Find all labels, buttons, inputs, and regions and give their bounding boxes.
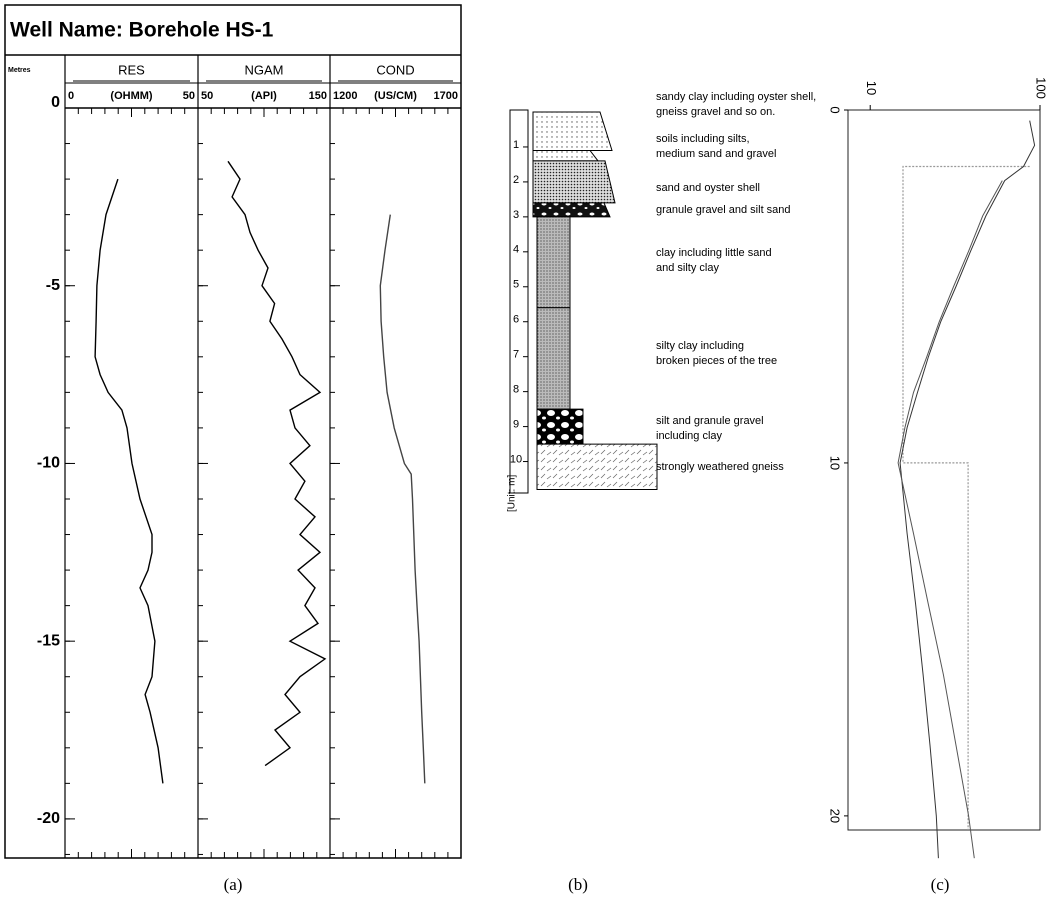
lithology-layer: [537, 409, 583, 444]
track-unit: (US/CM): [374, 90, 417, 102]
log-title: Well Name: Borehole HS-1: [10, 19, 274, 42]
layer-label: strongly weathered gneiss: [656, 461, 784, 473]
depth-tick-label: 9: [513, 418, 519, 430]
layer-label: silt and granule gravel: [656, 415, 764, 427]
depth-tick-label: 2: [513, 174, 519, 186]
layer-label: gneiss gravel and so on.: [656, 106, 775, 118]
track-scale-label: 150: [309, 90, 327, 102]
depth-tick-label: 4: [513, 244, 519, 256]
depth-tick-label: 8: [513, 384, 519, 396]
track-unit: (OHMM): [110, 90, 152, 102]
layer-label: medium sand and gravel: [656, 148, 776, 160]
lithology-layer: [533, 150, 598, 160]
y-tick-label: 20: [828, 809, 843, 823]
lithology-layer: [537, 308, 570, 409]
log-curve: [228, 161, 325, 765]
depth-column: [510, 110, 528, 493]
layer-label: soils including silts,: [656, 133, 750, 145]
track-scale-label: 1700: [434, 90, 458, 102]
log-curve: [380, 215, 425, 784]
depth-tick-label: 0: [51, 94, 60, 111]
track-scale-label: 1200: [333, 90, 357, 102]
profile-line: [898, 181, 1002, 859]
log-curve: [95, 179, 163, 783]
log-frame: [5, 5, 461, 858]
lithology-layer: [533, 203, 610, 217]
track-scale-label: 50: [183, 90, 195, 102]
layer-label: granule gravel and silt sand: [656, 204, 791, 216]
track-unit: (API): [251, 90, 277, 102]
depth-tick-label: 3: [513, 209, 519, 221]
x-tick-label: 10: [864, 81, 879, 95]
depth-tick-label: -15: [37, 632, 60, 649]
caption: (c): [931, 875, 950, 894]
depth-tick-label: 7: [513, 349, 519, 361]
layer-label: sand and oyster shell: [656, 182, 760, 194]
track-scale-label: 0: [68, 90, 74, 102]
depth-tick-label: -10: [37, 455, 60, 472]
depth-tick-label: -5: [46, 277, 60, 294]
track-name: RES: [118, 62, 145, 77]
layer-label: including clay: [656, 430, 723, 442]
depth-tick-label: 5: [513, 279, 519, 291]
lithology-layer: [537, 217, 570, 308]
profile-line: [903, 167, 1030, 831]
depth-tick-label: 10: [510, 453, 522, 465]
depth-tick-label: 6: [513, 314, 519, 326]
depth-tick-label: 1: [513, 139, 519, 151]
depth-label: Metres: [8, 67, 31, 74]
figure: Well Name: Borehole HS-1 Metres 0 -5 -10 -15 -…: [0, 0, 1060, 909]
track-name: NGAM: [245, 62, 284, 77]
layer-label: silty clay including: [656, 340, 744, 352]
layer-label: clay including little sand: [656, 247, 772, 259]
lithology-layer: [533, 161, 615, 203]
y-tick-label: 0: [828, 106, 843, 113]
track-name: COND: [376, 62, 414, 77]
x-tick-label: 100: [1034, 77, 1049, 99]
plot-frame: [848, 110, 1040, 830]
y-tick-label: 10: [828, 456, 843, 470]
layer-label: sandy clay including oyster shell,: [656, 91, 816, 103]
lithology-layer: [537, 444, 657, 489]
layer-label: broken pieces of the tree: [656, 355, 777, 367]
unit-label: [Unit: m]: [507, 475, 518, 512]
profile-line: [900, 121, 1035, 859]
caption: (b): [568, 875, 588, 894]
depth-tick-label: -20: [37, 810, 60, 827]
layer-label: and silty clay: [656, 262, 719, 274]
caption: (a): [224, 875, 243, 894]
lithology-layer: [533, 112, 612, 150]
track-scale-label: 50: [201, 90, 213, 102]
